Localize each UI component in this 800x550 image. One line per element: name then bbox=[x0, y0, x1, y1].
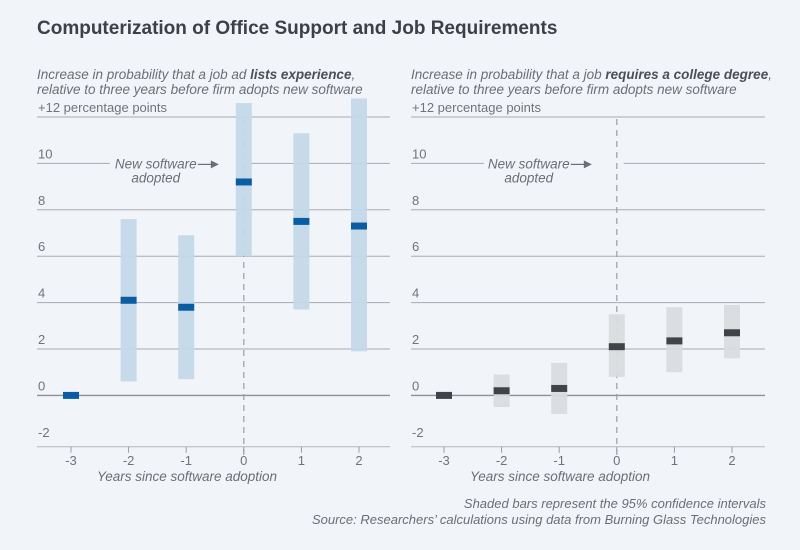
x-tick-label: -2 bbox=[496, 453, 508, 468]
left-panel-subtitle: Increase in probability that a job ad li… bbox=[37, 67, 363, 97]
point-estimate bbox=[551, 384, 568, 392]
y-tick-label: +12 percentage points bbox=[412, 100, 542, 115]
point-estimate bbox=[608, 343, 625, 351]
x-tick-label: -1 bbox=[180, 453, 192, 468]
x-tick-label: 1 bbox=[298, 453, 305, 468]
point-estimate bbox=[666, 337, 683, 345]
x-axis-title: Years since software adoption bbox=[470, 469, 650, 484]
left-subtitle-bold: lists experience bbox=[250, 67, 352, 82]
point-estimate bbox=[235, 178, 252, 186]
x-tick-label: -3 bbox=[438, 453, 450, 468]
right-subtitle-post: , bbox=[768, 67, 772, 82]
y-tick-label: +12 percentage points bbox=[38, 100, 168, 115]
y-tick-label: 2 bbox=[38, 332, 45, 347]
right-subtitle-bold: requires a college degree bbox=[605, 67, 769, 82]
annotation-text-line1: New software bbox=[488, 156, 570, 171]
point-estimate bbox=[724, 329, 740, 337]
y-tick-label: -2 bbox=[412, 425, 424, 440]
chart-title: Computerization of Office Support and Jo… bbox=[37, 18, 558, 39]
point-estimate bbox=[120, 296, 137, 304]
left-subtitle-line2: relative to three years before firm adop… bbox=[37, 82, 363, 97]
y-tick-label: 6 bbox=[38, 239, 45, 254]
x-tick-label: 2 bbox=[355, 453, 362, 468]
left-subtitle-pre: Increase in probability that a job ad bbox=[37, 67, 251, 82]
y-tick-label: -2 bbox=[38, 425, 50, 440]
y-tick-label: 4 bbox=[38, 286, 45, 301]
point-estimate bbox=[63, 391, 79, 399]
point-estimate bbox=[293, 217, 310, 225]
x-tick-label: 1 bbox=[671, 453, 678, 468]
x-axis-title: Years since software adoption bbox=[97, 469, 277, 484]
x-tick-label: -1 bbox=[553, 453, 565, 468]
right-panel-subtitle: Increase in probability that a job requi… bbox=[411, 67, 772, 97]
annotation-text-line2: adopted bbox=[131, 170, 180, 185]
point-estimate bbox=[436, 391, 452, 399]
annotation-arrow-head bbox=[210, 160, 219, 169]
point-estimate bbox=[493, 387, 510, 395]
left-subtitle-post: , bbox=[351, 67, 356, 82]
x-tick-label: 0 bbox=[613, 453, 620, 468]
y-tick-label: 10 bbox=[38, 146, 52, 161]
y-tick-label: 0 bbox=[38, 378, 45, 393]
y-tick-label: 2 bbox=[412, 332, 419, 347]
footer-note: Shaded bars represent the 95% confidence… bbox=[463, 496, 766, 511]
x-tick-label: 2 bbox=[728, 453, 735, 468]
point-estimate bbox=[178, 303, 195, 311]
y-tick-label: 8 bbox=[38, 193, 45, 208]
y-tick-label: 0 bbox=[412, 378, 419, 393]
y-tick-label: 4 bbox=[412, 286, 419, 301]
right-subtitle-line2: relative to three years before firm adop… bbox=[411, 82, 737, 97]
x-tick-label: -3 bbox=[65, 453, 77, 468]
annotation-arrow-head bbox=[583, 160, 592, 169]
y-tick-label: 6 bbox=[412, 239, 419, 254]
x-tick-label: -2 bbox=[123, 453, 135, 468]
x-tick-label: 0 bbox=[240, 453, 247, 468]
footer-source: Source: Researchers’ calculations using … bbox=[311, 512, 766, 527]
y-tick-label: 10 bbox=[412, 146, 426, 161]
y-tick-label: 8 bbox=[412, 193, 419, 208]
annotation-text-line1: New software bbox=[115, 156, 197, 171]
point-estimate bbox=[351, 222, 367, 230]
annotation-text-line2: adopted bbox=[504, 170, 553, 185]
right-subtitle-pre: Increase in probability that a job bbox=[411, 67, 606, 82]
